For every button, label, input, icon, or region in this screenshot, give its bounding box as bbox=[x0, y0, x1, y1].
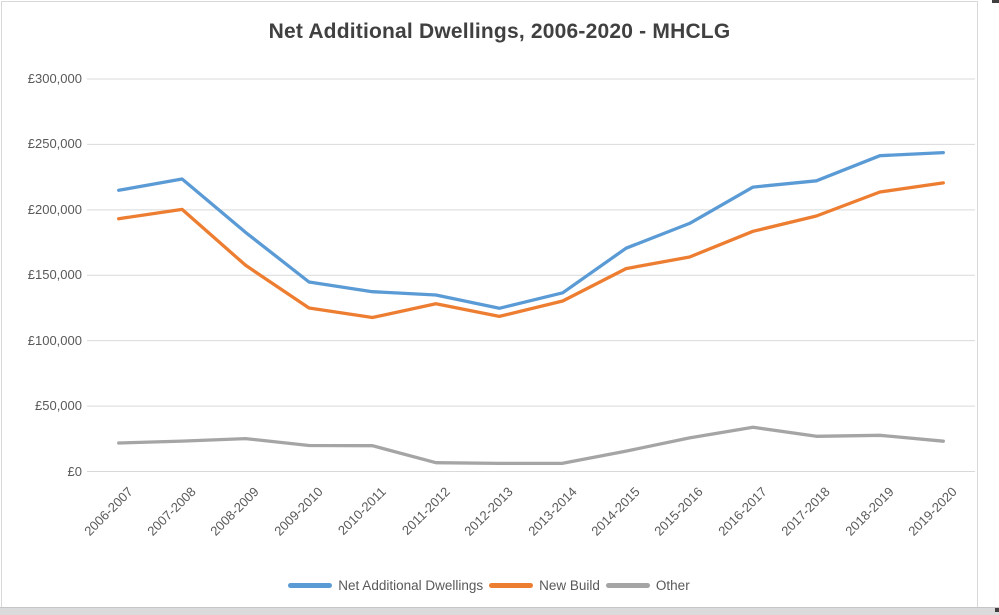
chart-title: Net Additional Dwellings, 2006-2020 - MH… bbox=[268, 20, 731, 43]
y-axis-tick-label: £250,000 bbox=[27, 136, 82, 152]
legend-line-swatch bbox=[489, 582, 534, 588]
y-axis-tick-label: £200,000 bbox=[27, 201, 82, 217]
y-axis-tick-label: £0 bbox=[67, 463, 82, 479]
legend-item-other[interactable]: Other bbox=[605, 577, 690, 593]
bottom-edge-strip bbox=[0, 607, 999, 615]
legend-label: Net Additional Dwellings bbox=[338, 577, 484, 593]
legend-line-swatch bbox=[605, 582, 650, 588]
legend-item-new-build[interactable]: New Build bbox=[489, 578, 600, 593]
series-line-net-additional-dwellings[interactable] bbox=[117, 150, 945, 310]
cropped-ui-fragment-bottom-right bbox=[995, 608, 999, 612]
y-axis-tick-label: £100,000 bbox=[27, 332, 82, 348]
series-line-new-build[interactable] bbox=[117, 181, 945, 320]
series-line-other[interactable] bbox=[117, 425, 945, 466]
y-axis-tick-label: £300,000 bbox=[27, 71, 82, 86]
chart-frame[interactable] bbox=[1, 1, 978, 607]
legend-line-swatch bbox=[288, 582, 333, 588]
chart-legend: Net Additional Dwellings New Build Other bbox=[0, 572, 978, 598]
y-axis-tick-label: £50,000 bbox=[35, 398, 82, 414]
legend-label: Other bbox=[655, 577, 690, 593]
legend-item-net-additional-dwellings[interactable]: Net Additional Dwellings bbox=[288, 578, 483, 593]
legend-label: New Build bbox=[539, 577, 600, 593]
y-axis-tick-label: £150,000 bbox=[27, 267, 82, 283]
cropped-ui-fragment-top-right bbox=[992, 0, 999, 3]
